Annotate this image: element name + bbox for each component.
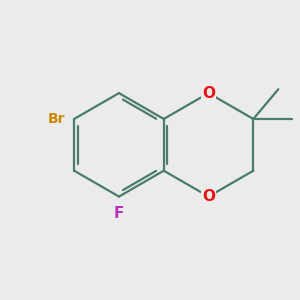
Text: F: F: [114, 206, 124, 221]
Text: O: O: [202, 85, 215, 100]
Text: O: O: [202, 189, 215, 204]
Text: Br: Br: [47, 112, 65, 126]
